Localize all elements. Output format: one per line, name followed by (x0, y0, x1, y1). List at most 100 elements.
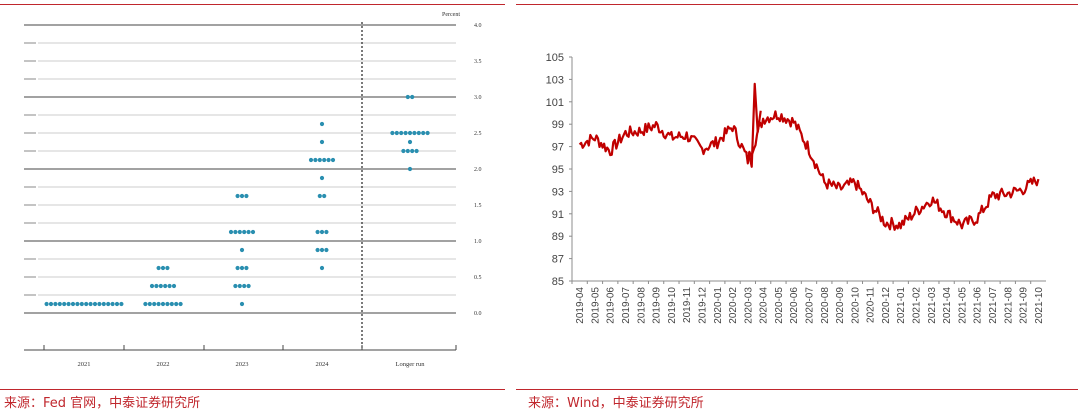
y-tick-label: 103 (546, 74, 564, 86)
projection-dot (114, 301, 120, 307)
projection-dot (174, 301, 179, 307)
projection-dot (178, 301, 183, 307)
projection-dot (319, 229, 325, 235)
projection-dot (101, 301, 106, 307)
projection-dot (330, 157, 336, 163)
x-tick-label: 2021-07 (988, 287, 999, 324)
x-tick-label: 2020-02 (728, 287, 739, 324)
x-tick-label: 2021-05 (957, 287, 968, 324)
projection-dot (154, 283, 159, 289)
y-tick-label: 3.0 (474, 95, 482, 101)
projection-dot (156, 301, 161, 307)
projection-dot (324, 247, 329, 253)
projection-dot (246, 283, 251, 289)
right-source-note: 来源：Wind，中泰证券研究所 (528, 396, 704, 411)
x-tick-label: 2019-04 (575, 287, 586, 324)
projection-dot (143, 301, 148, 307)
left-top-rule (0, 4, 505, 5)
projection-dot (414, 148, 419, 154)
y-tick-label: 99 (552, 119, 564, 131)
projection-dot (319, 175, 325, 181)
x-tick-label: 2021-03 (927, 287, 938, 324)
x-tick-label: 2021-01 (896, 287, 907, 324)
y-tick-label: 0.0 (474, 311, 482, 317)
x-tick-label: 2020-11 (866, 287, 877, 323)
y-tick-label: 2.0 (474, 167, 482, 173)
y-tick-label: 101 (546, 97, 564, 109)
projection-dot (401, 148, 406, 154)
projection-dot (317, 157, 322, 163)
projection-dot (110, 301, 115, 307)
projection-dot (324, 229, 329, 235)
projection-dot (97, 301, 102, 307)
x-tick-label: 2020-05 (774, 287, 785, 324)
projection-dot (149, 283, 155, 289)
projection-dot (416, 130, 421, 136)
projection-dot (147, 301, 152, 307)
x-tick-label: 2021-10 (1034, 287, 1045, 324)
projection-dot (165, 265, 170, 271)
projection-dot (421, 130, 426, 136)
projection-dot (244, 193, 249, 199)
projection-dot (167, 283, 172, 289)
projection-dot (390, 130, 395, 136)
x-tick-label: 2020-10 (850, 287, 861, 324)
projection-dot (315, 229, 320, 235)
x-tick-label: 2020-06 (789, 287, 800, 324)
projection-dot (62, 301, 67, 307)
projection-dot (106, 301, 111, 307)
projection-dot (250, 229, 256, 235)
series-spike (747, 82, 762, 168)
projection-dot (242, 229, 247, 235)
projection-dot (412, 130, 417, 136)
x-tick-label: 2019-11 (682, 287, 693, 323)
y-tick-label: 89 (552, 231, 564, 243)
projection-dot (152, 301, 157, 307)
projection-dot (322, 157, 327, 163)
projection-dot (237, 283, 242, 289)
projection-dot (163, 283, 168, 289)
projection-dot (403, 130, 408, 136)
x-tick-label: 2020-03 (743, 287, 754, 324)
projection-dot (405, 94, 410, 100)
projection-dot (48, 301, 54, 307)
x-tick-label: 2020-04 (759, 287, 770, 324)
projection-dot (75, 301, 80, 307)
x-tick-label: 2020-01 (713, 287, 724, 324)
projection-dot (44, 301, 49, 307)
projection-dot (79, 301, 84, 307)
projection-dot (239, 265, 245, 271)
projection-dot (322, 193, 327, 199)
projection-dot (171, 283, 177, 289)
x-tick-label: 2019-09 (652, 287, 663, 324)
projection-dot (239, 301, 245, 307)
x-tick-label: 2021-04 (942, 287, 953, 324)
right-panel: 85 87 89 91 93 95 97 99 101 103 105 2019-04 2019-05 2… (516, 0, 1080, 414)
projection-dot (57, 301, 62, 307)
projection-dot (92, 301, 98, 307)
projection-dot (425, 130, 430, 136)
dot-plot-chart: 0.0 0.5 1.0 1.5 2.0 2.5 3.0 3.5 4.0 Percent 2021 20… (24, 12, 482, 368)
x-tick-label: 2020-08 (820, 287, 831, 324)
x-tick-label: 2021-08 (1003, 287, 1014, 324)
projection-dot (394, 130, 399, 136)
y-tick-label: 1.0 (474, 239, 482, 245)
projection-dot (308, 157, 314, 163)
y-tick-label: 2.5 (474, 131, 482, 137)
projection-dot (407, 130, 413, 136)
projection-dot (70, 301, 76, 307)
y-tick-label: 93 (552, 186, 564, 198)
x-tick-label: 2021-06 (973, 287, 984, 324)
right-bottom-rule (516, 389, 1078, 390)
x-tick-label: 2019-08 (636, 287, 647, 324)
y-tick-label: 97 (552, 142, 564, 154)
projection-dot (160, 265, 166, 271)
x-tick-label: 2019-06 (606, 287, 617, 324)
projection-dot (88, 301, 93, 307)
projection-dot (319, 247, 325, 253)
x-tick-label: 2020-09 (835, 287, 846, 324)
projection-dot (165, 301, 170, 307)
x-tick-label: 2020-12 (881, 287, 892, 324)
y-tick-label: 0.5 (474, 275, 482, 281)
projection-dot (313, 157, 318, 163)
